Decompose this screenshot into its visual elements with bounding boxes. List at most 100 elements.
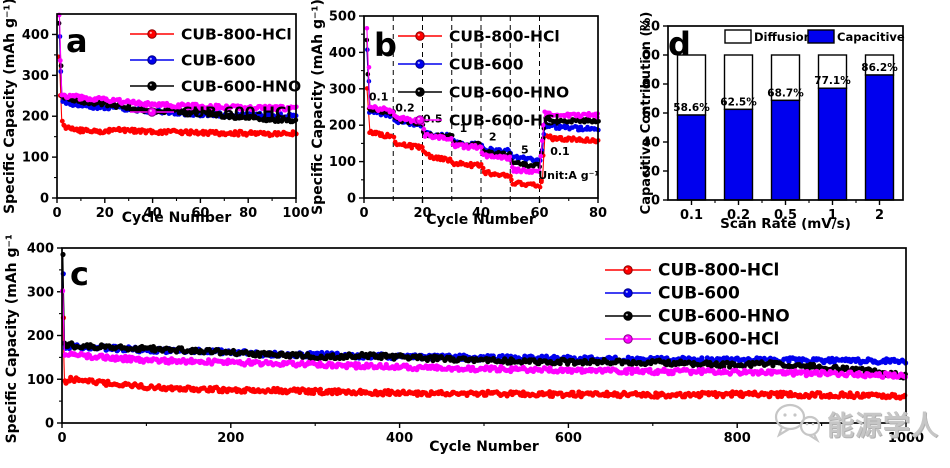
x-axis-title: Cycle Number [426, 212, 536, 228]
annotation: 0.2 [395, 101, 415, 114]
panel-c-long-cycling-chart: 0 100 200 300 400 0 200 400 600 800 1000 Cycle Numb… [0, 228, 950, 468]
bar-percentage-label: 86.2% [861, 62, 898, 74]
diffusion-segment [770, 54, 801, 102]
legend-label: CUB-600-HCl [658, 330, 779, 350]
svg-text:200: 200 [329, 119, 356, 134]
svg-text:1: 1 [828, 208, 837, 223]
svg-text:100: 100 [22, 151, 49, 166]
annotation: 5 [521, 144, 529, 157]
svg-text:0.5: 0.5 [774, 208, 797, 223]
annotation: 0.5 [423, 113, 443, 126]
capacitive-segment [817, 87, 848, 201]
y-axis-title: Specific Capacity (mAh g⁻¹) [310, 0, 326, 215]
panel-b-plot: 0 100 200 300 400 500 0 20 40 60 80 Cycle Number Spe… [310, 0, 607, 228]
legend-label: CUB-800-HCl [449, 28, 560, 46]
panel-b-rate-capability-chart: 0 100 200 300 400 500 0 20 40 60 80 Cycle Number Spe… [310, 0, 640, 235]
svg-text:800: 800 [724, 431, 751, 446]
bar-1: 77.1% [814, 54, 851, 201]
plot-frame [667, 25, 904, 201]
svg-text:60: 60 [642, 107, 660, 122]
plot-frame [363, 15, 599, 199]
legend-label: Diffusion [754, 30, 812, 44]
legend-label: CUB-800-HCl [658, 261, 779, 281]
legend-label: CUB-600-HNO [449, 84, 569, 102]
svg-text:40: 40 [472, 206, 490, 221]
legend-label: CUB-600-HNO [181, 78, 301, 96]
bar-0.1: 58.6% [673, 54, 710, 201]
bar-percentage-label: 58.6% [673, 102, 710, 114]
panel-c-plot: 0 100 200 300 400 0 200 400 600 800 1000 Cycle Numb… [4, 228, 924, 455]
svg-text:300: 300 [27, 285, 54, 300]
capacitive-segment [676, 114, 707, 201]
svg-text:0: 0 [52, 206, 61, 221]
plot-frame [61, 247, 907, 424]
svg-text:100: 100 [27, 373, 54, 388]
x-axis-title: Cycle Number [122, 210, 232, 226]
bar-0.2: 62.5% [720, 54, 757, 201]
legend: CUB-800-HCl CUB-600 CUB-600-HNO CUB-600-HCl [130, 26, 301, 122]
svg-text:20: 20 [96, 206, 114, 221]
svg-text:20: 20 [642, 165, 660, 180]
y-axis-title: Specific Capacity (mAh g⁻¹) [4, 235, 20, 443]
svg-text:80: 80 [642, 78, 660, 93]
legend-label: CUB-600 [181, 52, 256, 70]
annotation: 2 [489, 130, 497, 143]
legend-swatch-Capacitive [807, 29, 835, 44]
axes: 0 100 200 300 400 500 0 20 40 60 80 [329, 10, 607, 222]
svg-text:100: 100 [640, 49, 660, 64]
bar-0.5: 68.7% [767, 54, 804, 201]
annotation: Unit:A g⁻¹ [538, 169, 599, 182]
annotation: 0.1 [550, 145, 570, 158]
axes: 0 20 40 60 80 100 120 0.1 0.2 0.5 1 2 [633, 20, 884, 224]
series-CUB-600-HCl [60, 288, 908, 380]
panel-letter: b [374, 26, 397, 64]
bar-percentage-label: 62.5% [720, 96, 757, 108]
svg-text:0: 0 [40, 192, 49, 207]
svg-text:300: 300 [22, 69, 49, 84]
legend-label: Capacitive [837, 30, 905, 44]
plot-frame [56, 13, 297, 199]
svg-text:0: 0 [347, 192, 356, 207]
x-axis-title: Cycle Number [429, 439, 539, 455]
svg-text:0: 0 [651, 194, 660, 209]
svg-text:100: 100 [282, 206, 309, 221]
svg-text:1000: 1000 [888, 431, 924, 446]
svg-text:400: 400 [386, 431, 413, 446]
svg-text:2: 2 [875, 208, 884, 223]
svg-text:0: 0 [359, 206, 368, 221]
panel-a-plot: 0 100 200 300 400 0 20 40 60 80 100 Cycle Number Spe… [2, 0, 310, 226]
svg-text:60: 60 [191, 206, 209, 221]
annotation: 0.1 [369, 90, 389, 103]
svg-text:400: 400 [329, 46, 356, 61]
series-CUB-600-HCl [56, 12, 299, 113]
panel-d-plot: 0 20 40 60 80 100 120 0.1 0.2 0.5 1 2 58.6% 62.5% 68.7… [633, 12, 905, 232]
capacitive-segment [864, 74, 895, 201]
series-CUB-800-HCl [56, 54, 299, 139]
capacitive-segment [770, 99, 801, 201]
axes: 0 100 200 300 400 0 200 400 600 800 1000 [27, 242, 924, 447]
svg-text:80: 80 [239, 206, 257, 221]
legend-label: CUB-600-HCl [449, 112, 560, 130]
svg-text:40: 40 [144, 206, 162, 221]
svg-text:60: 60 [530, 206, 548, 221]
bar-percentage-label: 68.7% [767, 87, 804, 99]
svg-text:300: 300 [329, 82, 356, 97]
annotation: 1 [460, 122, 468, 135]
series-CUB-800-HCl [60, 315, 908, 401]
panel-a-cycling-chart: 0 100 200 300 400 0 20 40 60 80 100 Cycle Number Spe… [0, 0, 310, 235]
legend-label: CUB-600-HCl [181, 104, 292, 122]
panel-letter: c [70, 255, 89, 293]
svg-text:0: 0 [57, 431, 66, 446]
svg-text:120: 120 [640, 20, 660, 35]
legend-swatch-Diffusion [724, 29, 752, 44]
svg-text:0: 0 [45, 417, 54, 432]
legend-label: CUB-800-HCl [181, 26, 292, 44]
svg-text:20: 20 [413, 206, 431, 221]
diffusion-segment [676, 54, 707, 116]
svg-text:200: 200 [27, 329, 54, 344]
bar-percentage-label: 77.1% [814, 75, 851, 87]
panel-d-capacitive-contribution-chart: 0 20 40 60 80 100 120 0.1 0.2 0.5 1 2 58.6% 62.5% 68.7… [633, 0, 950, 235]
panel-letter: a [66, 22, 88, 60]
legend-label: CUB-600 [658, 284, 740, 304]
